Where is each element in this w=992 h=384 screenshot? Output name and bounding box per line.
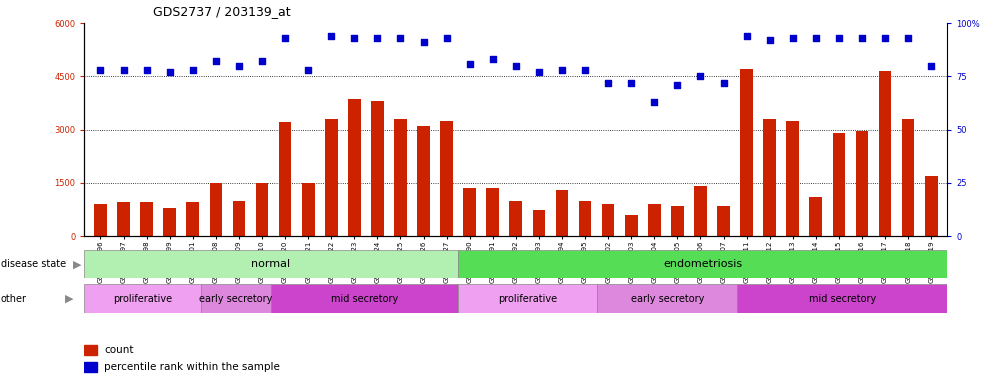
Bar [94,204,107,236]
Bar [625,215,638,236]
Point [600,79,616,86]
Bar [164,208,176,236]
Bar [348,99,361,236]
Point [739,33,755,39]
Bar [256,183,269,236]
Text: disease state: disease state [1,259,66,269]
Text: ▶: ▶ [73,259,82,269]
Bar [717,206,730,236]
Text: proliferative: proliferative [498,293,558,304]
Point [807,35,823,41]
Bar [578,200,591,236]
Bar [556,190,568,236]
Point [323,33,339,39]
Bar [232,200,245,236]
Bar [763,119,776,236]
Point [185,67,200,73]
Point [577,67,593,73]
Bar [84,345,96,355]
Bar [84,362,96,372]
Point [762,37,778,43]
Bar [832,133,845,236]
Bar [902,119,915,236]
Point [531,69,547,75]
Bar [201,284,271,313]
Point [162,69,178,75]
Text: early secretory: early secretory [199,293,273,304]
Point [416,39,432,45]
Point [555,67,570,73]
Point [854,35,870,41]
Bar [302,183,314,236]
Point [924,63,939,69]
Point [485,56,501,62]
Point [715,79,731,86]
Bar [457,284,597,313]
Bar [140,202,153,236]
Text: endometriosis: endometriosis [663,259,742,269]
Point [208,58,224,65]
Bar [533,210,546,236]
Point [623,79,639,86]
Point [92,67,108,73]
Point [116,67,132,73]
Bar [463,188,476,236]
Point [139,67,155,73]
Bar [209,183,222,236]
Point [877,35,893,41]
Point [231,63,247,69]
Point [393,35,409,41]
Bar [925,176,937,236]
Point [647,99,663,105]
Bar [394,119,407,236]
Bar [84,284,201,313]
Text: other: other [1,294,27,304]
Bar [787,121,800,236]
Point [831,35,847,41]
Point [369,35,385,41]
Bar [809,197,822,236]
Bar [271,284,457,313]
Bar [457,250,947,278]
Bar [186,202,199,236]
Point [254,58,270,65]
Bar [602,204,614,236]
Bar [279,122,292,236]
Text: proliferative: proliferative [113,293,173,304]
Bar [371,101,384,236]
Bar [510,200,522,236]
Point [461,60,477,66]
Point [346,35,362,41]
Bar [84,250,457,278]
Bar [597,284,737,313]
Bar [418,126,430,236]
Text: GDS2737 / 203139_at: GDS2737 / 203139_at [154,5,291,18]
Bar [740,69,753,236]
Text: percentile rank within the sample: percentile rank within the sample [104,362,280,372]
Text: mid secretory: mid secretory [330,293,398,304]
Bar [856,131,868,236]
Point [785,35,801,41]
Point [277,35,293,41]
Bar [694,187,706,236]
Text: mid secretory: mid secretory [808,293,876,304]
Text: count: count [104,345,134,355]
Point [301,67,316,73]
Bar [879,71,892,236]
Point [692,73,708,79]
Bar [486,188,499,236]
Point [670,82,685,88]
Bar [737,284,947,313]
Bar [671,206,683,236]
Bar [648,204,661,236]
Bar [117,202,130,236]
Point [900,35,916,41]
Text: early secretory: early secretory [631,293,704,304]
Point [508,63,524,69]
Text: normal: normal [251,259,291,269]
Bar [325,119,337,236]
Text: ▶: ▶ [64,294,73,304]
Point [438,35,454,41]
Bar [440,121,453,236]
